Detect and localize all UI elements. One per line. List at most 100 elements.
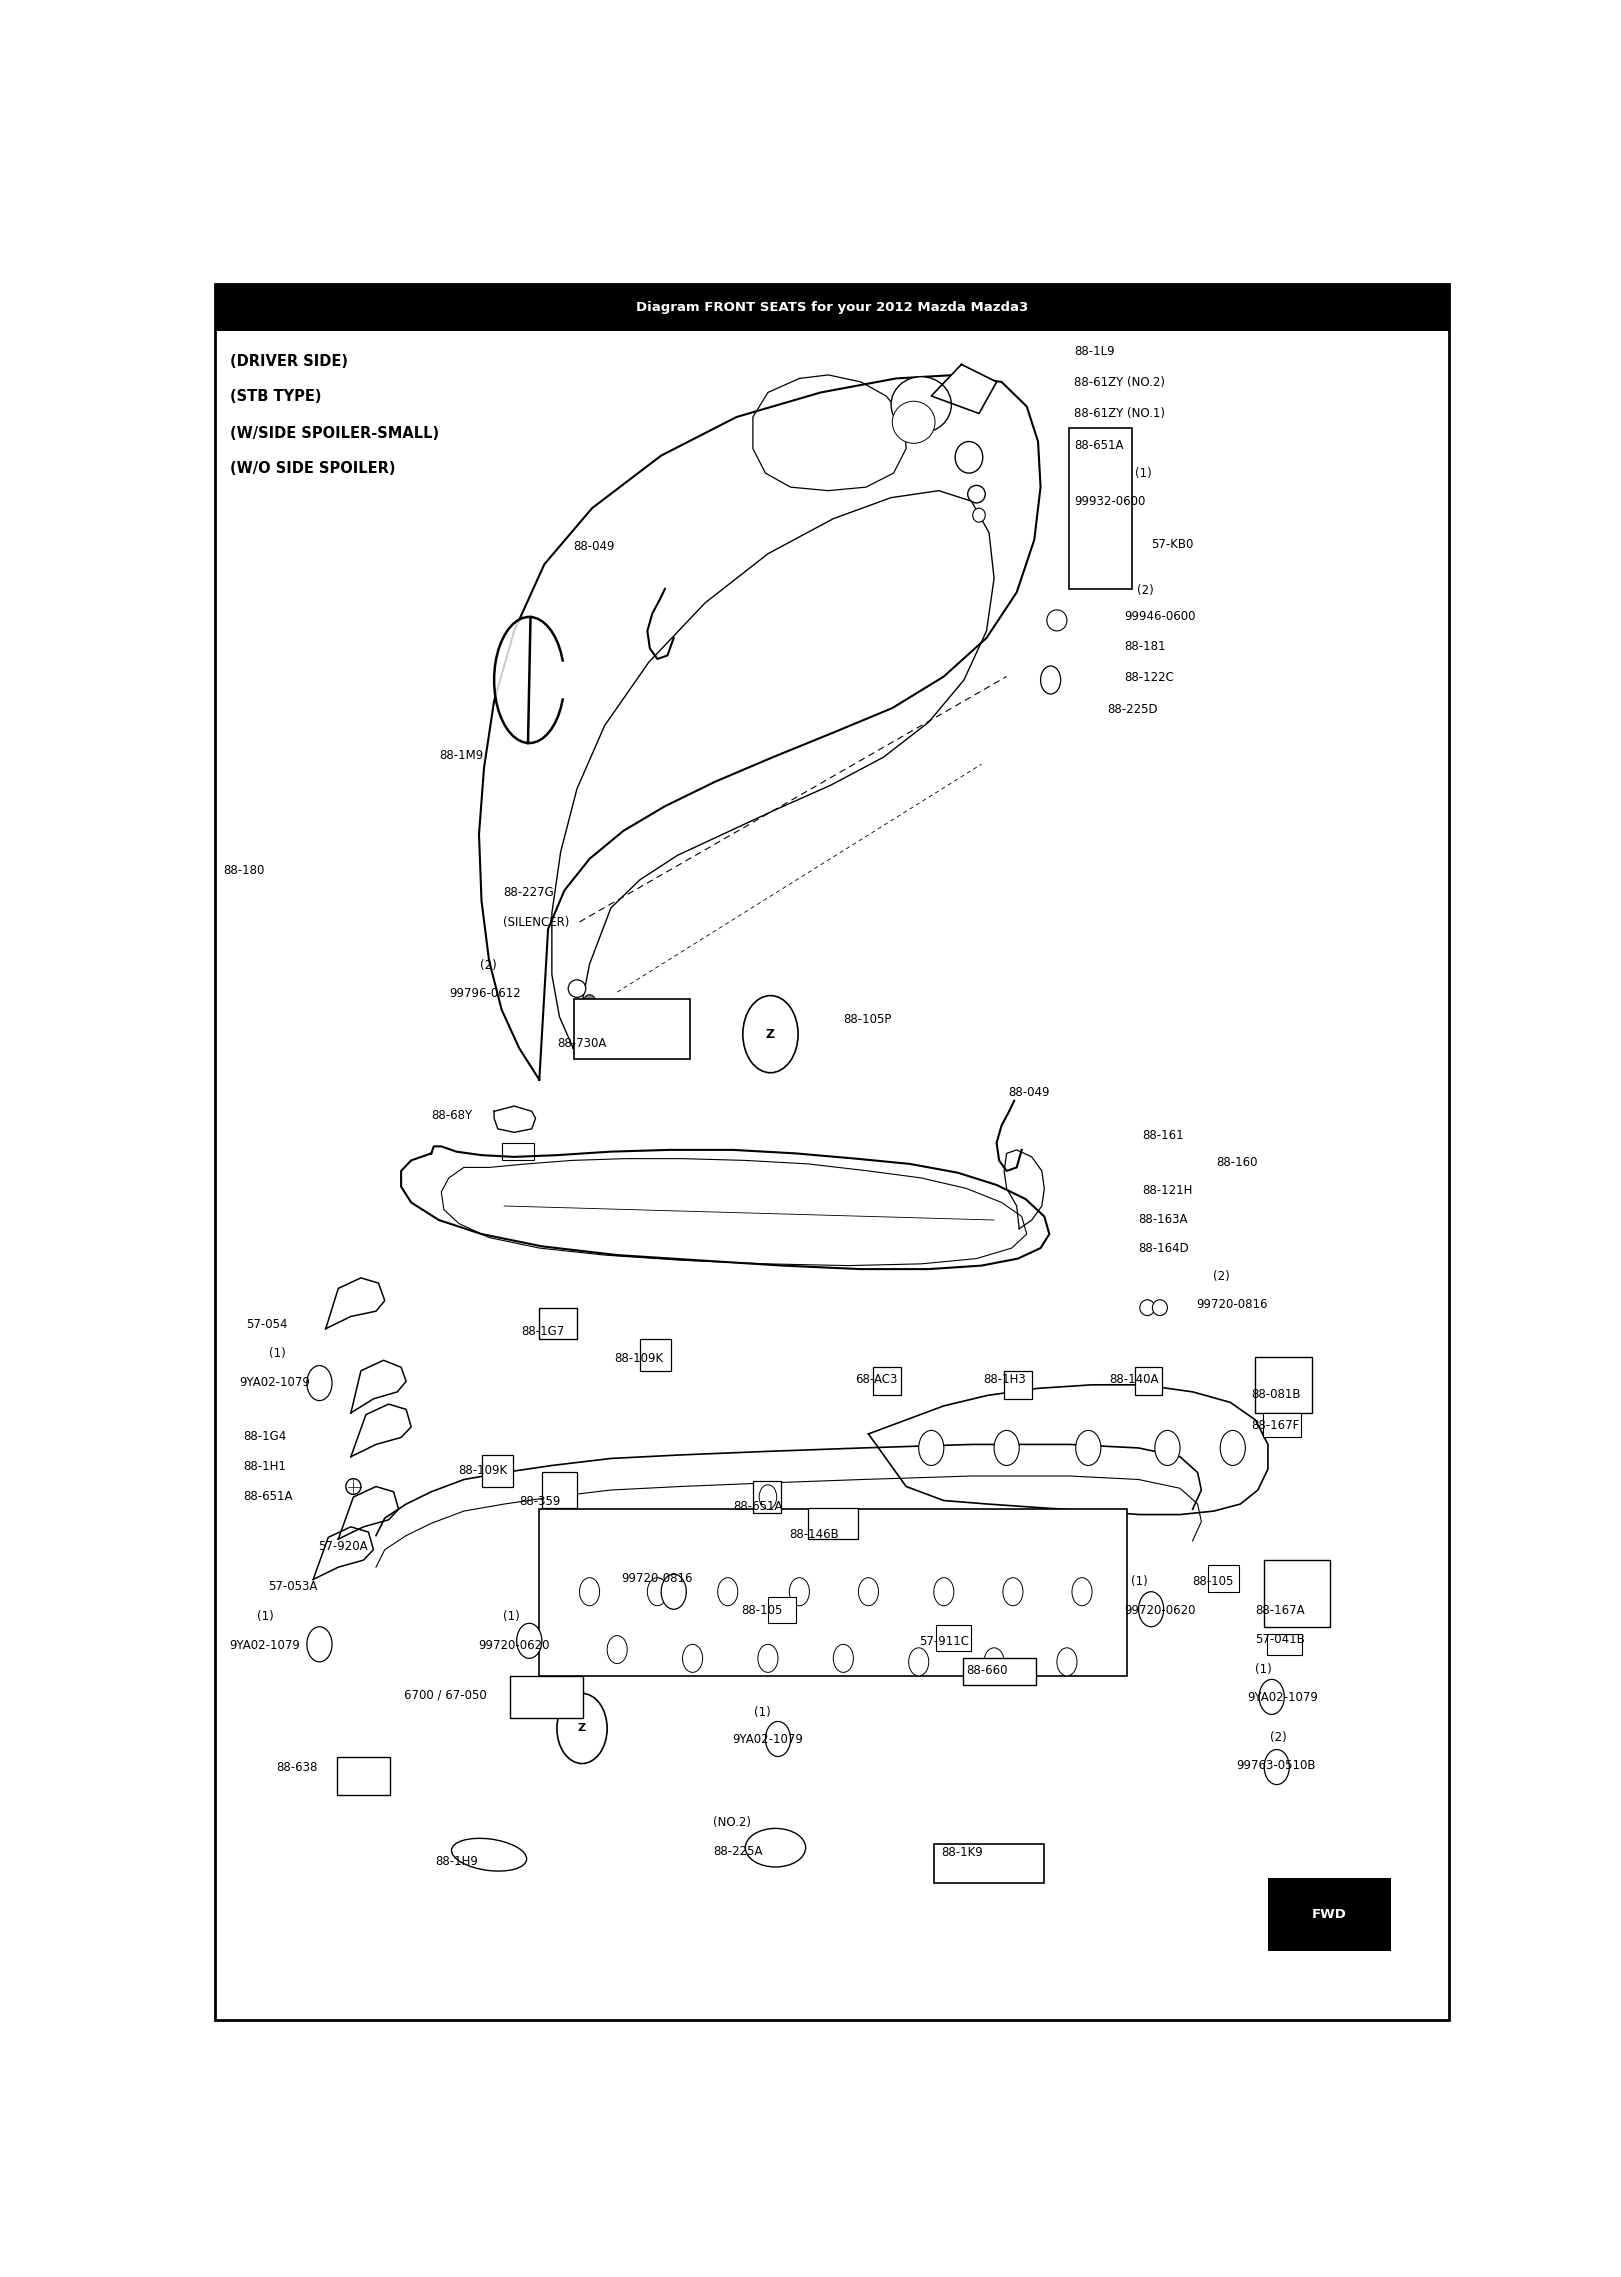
Text: 9YA02-1079: 9YA02-1079 bbox=[733, 1733, 802, 1746]
Text: 99720-0620: 99720-0620 bbox=[1125, 1603, 1196, 1617]
Bar bbox=[1266, 1635, 1302, 1655]
Text: 9YA02-1079: 9YA02-1079 bbox=[230, 1639, 300, 1651]
Bar bbox=[540, 1307, 577, 1339]
Text: (STB TYPE): (STB TYPE) bbox=[230, 389, 321, 403]
Circle shape bbox=[682, 1644, 702, 1671]
Bar bbox=[1070, 428, 1131, 590]
Text: 99720-0620: 99720-0620 bbox=[478, 1639, 550, 1651]
Text: (SILENCER): (SILENCER) bbox=[503, 915, 569, 929]
Text: 88-049: 88-049 bbox=[1008, 1086, 1049, 1098]
Circle shape bbox=[517, 1624, 541, 1658]
Text: 88-167A: 88-167A bbox=[1255, 1603, 1305, 1617]
Bar bbox=[481, 1455, 512, 1487]
Bar bbox=[874, 1366, 901, 1396]
Text: 88-164D: 88-164D bbox=[1138, 1241, 1190, 1255]
Circle shape bbox=[1076, 1430, 1101, 1466]
Text: 9YA02-1079: 9YA02-1079 bbox=[240, 1375, 311, 1389]
Text: 88-105P: 88-105P bbox=[843, 1013, 892, 1025]
Text: 88-359: 88-359 bbox=[519, 1496, 561, 1507]
Text: 99720-0816: 99720-0816 bbox=[621, 1571, 692, 1585]
Text: 88-146B: 88-146B bbox=[789, 1528, 840, 1542]
Circle shape bbox=[608, 1635, 627, 1664]
Polygon shape bbox=[752, 376, 906, 490]
Bar bbox=[937, 1626, 971, 1651]
Circle shape bbox=[306, 1626, 332, 1662]
Circle shape bbox=[789, 1578, 809, 1605]
Text: 88-180: 88-180 bbox=[224, 863, 264, 877]
Text: 57-054: 57-054 bbox=[246, 1318, 289, 1332]
Text: (NO.2): (NO.2) bbox=[713, 1815, 751, 1828]
Ellipse shape bbox=[584, 995, 595, 1006]
Bar bbox=[1255, 1357, 1311, 1412]
Text: 88-105: 88-105 bbox=[741, 1603, 783, 1617]
Text: (1): (1) bbox=[1131, 1576, 1148, 1587]
Text: 88-109K: 88-109K bbox=[459, 1464, 507, 1478]
Text: 57-041B: 57-041B bbox=[1255, 1633, 1305, 1646]
Text: 88-225A: 88-225A bbox=[713, 1844, 763, 1858]
Ellipse shape bbox=[892, 376, 952, 433]
Circle shape bbox=[1264, 1749, 1289, 1785]
Text: 88-660: 88-660 bbox=[966, 1664, 1007, 1678]
Bar bbox=[752, 1482, 781, 1512]
Circle shape bbox=[718, 1578, 738, 1605]
Circle shape bbox=[919, 1430, 943, 1466]
Ellipse shape bbox=[968, 485, 986, 503]
Text: 88-161: 88-161 bbox=[1143, 1129, 1183, 1143]
Text: Z: Z bbox=[765, 1027, 775, 1041]
Bar bbox=[1264, 1560, 1329, 1626]
Ellipse shape bbox=[892, 401, 935, 444]
Ellipse shape bbox=[569, 979, 585, 997]
Circle shape bbox=[759, 1644, 778, 1671]
Text: 99796-0612: 99796-0612 bbox=[449, 988, 520, 1000]
Text: 88-105: 88-105 bbox=[1193, 1576, 1234, 1587]
Bar bbox=[501, 1143, 535, 1161]
Text: 88-109K: 88-109K bbox=[614, 1353, 665, 1366]
Circle shape bbox=[859, 1578, 879, 1605]
Text: 88-638: 88-638 bbox=[277, 1760, 318, 1774]
Circle shape bbox=[1071, 1578, 1093, 1605]
Bar bbox=[216, 285, 1449, 330]
Text: 88-651A: 88-651A bbox=[733, 1501, 783, 1514]
Circle shape bbox=[1138, 1592, 1164, 1626]
Bar bbox=[1135, 1366, 1162, 1396]
Text: 57-920A: 57-920A bbox=[318, 1539, 368, 1553]
Circle shape bbox=[1003, 1578, 1023, 1605]
Text: 88-049: 88-049 bbox=[574, 540, 614, 553]
Text: (1): (1) bbox=[256, 1610, 274, 1624]
Ellipse shape bbox=[1140, 1300, 1154, 1316]
Text: 88-1K9: 88-1K9 bbox=[942, 1847, 982, 1858]
Circle shape bbox=[994, 1430, 1020, 1466]
Text: (DRIVER SIDE): (DRIVER SIDE) bbox=[230, 353, 349, 369]
Circle shape bbox=[1057, 1649, 1076, 1676]
Text: 99720-0816: 99720-0816 bbox=[1196, 1298, 1268, 1312]
Bar bbox=[934, 1844, 1044, 1883]
Circle shape bbox=[1041, 665, 1060, 694]
Text: 88-730A: 88-730A bbox=[558, 1038, 606, 1050]
Text: 88-1M9: 88-1M9 bbox=[439, 749, 483, 763]
Text: 88-225D: 88-225D bbox=[1107, 704, 1157, 717]
Text: (2): (2) bbox=[1269, 1731, 1287, 1744]
Bar bbox=[1268, 1879, 1391, 1951]
Polygon shape bbox=[869, 1384, 1268, 1514]
Polygon shape bbox=[930, 364, 997, 414]
Circle shape bbox=[1154, 1430, 1180, 1466]
Text: 88-1H3: 88-1H3 bbox=[984, 1373, 1026, 1387]
Circle shape bbox=[580, 1578, 600, 1605]
Text: (1): (1) bbox=[503, 1610, 520, 1624]
Text: (2): (2) bbox=[1138, 585, 1154, 597]
Polygon shape bbox=[494, 617, 562, 742]
Ellipse shape bbox=[1153, 1300, 1167, 1316]
Circle shape bbox=[759, 1485, 776, 1510]
Circle shape bbox=[661, 1573, 686, 1610]
Circle shape bbox=[558, 1694, 608, 1762]
Text: 88-122C: 88-122C bbox=[1125, 672, 1175, 683]
Text: 88-160: 88-160 bbox=[1216, 1157, 1258, 1168]
Text: 99946-0600: 99946-0600 bbox=[1125, 610, 1196, 624]
Text: 68-AC3: 68-AC3 bbox=[856, 1373, 898, 1387]
Ellipse shape bbox=[746, 1828, 806, 1867]
Text: (2): (2) bbox=[1213, 1271, 1229, 1282]
Text: 88-68Y: 88-68Y bbox=[431, 1109, 472, 1123]
Text: 88-651A: 88-651A bbox=[1073, 439, 1123, 451]
Bar bbox=[1003, 1371, 1033, 1398]
Bar bbox=[540, 1510, 1127, 1676]
